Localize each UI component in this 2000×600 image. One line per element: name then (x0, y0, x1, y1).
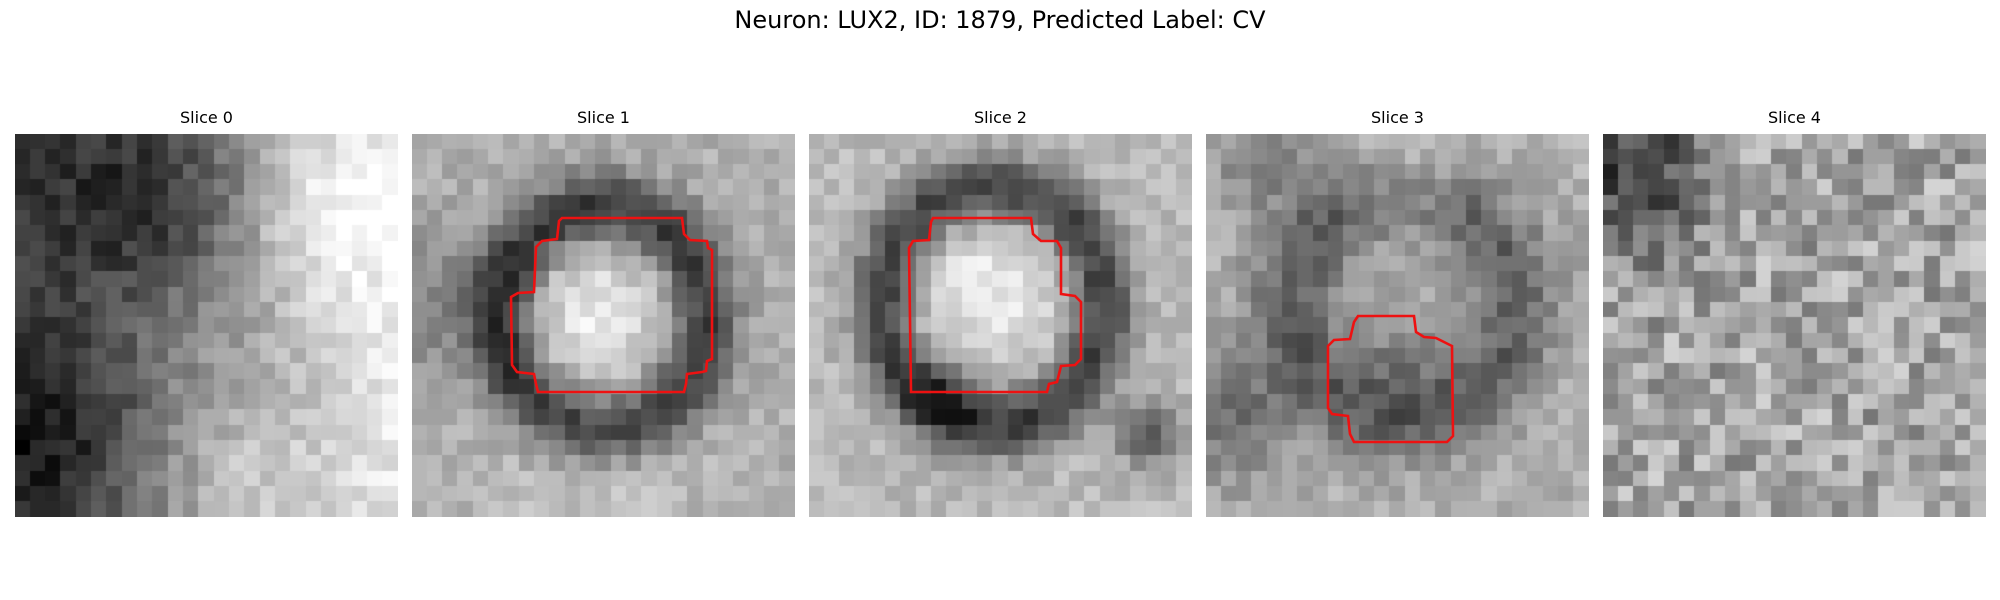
slice-panel-2: Slice 2 (809, 108, 1192, 518)
figure-title: Neuron: LUX2, ID: 1879, Predicted Label:… (734, 6, 1266, 34)
slice-title-0: Slice 0 (180, 108, 233, 127)
slice-panel-1: Slice 1 (412, 108, 795, 518)
slice-image-0 (15, 134, 398, 517)
mask-outline-3 (1326, 314, 1455, 444)
slice-panel-3: Slice 3 (1206, 108, 1589, 518)
slice-image-4 (1603, 134, 1986, 517)
mask-outline-1 (509, 216, 714, 394)
slice-title-1: Slice 1 (577, 108, 630, 127)
slice-image-2 (809, 134, 1192, 517)
mask-outline-2 (907, 216, 1083, 394)
slice-panel-4: Slice 4 (1603, 108, 1986, 518)
slice-image-3 (1206, 134, 1589, 517)
slice-title-3: Slice 3 (1371, 108, 1424, 127)
slice-panel-0: Slice 0 (15, 108, 398, 518)
slice-image-1 (412, 134, 795, 517)
slice-title-4: Slice 4 (1768, 108, 1821, 127)
slice-title-2: Slice 2 (974, 108, 1027, 127)
